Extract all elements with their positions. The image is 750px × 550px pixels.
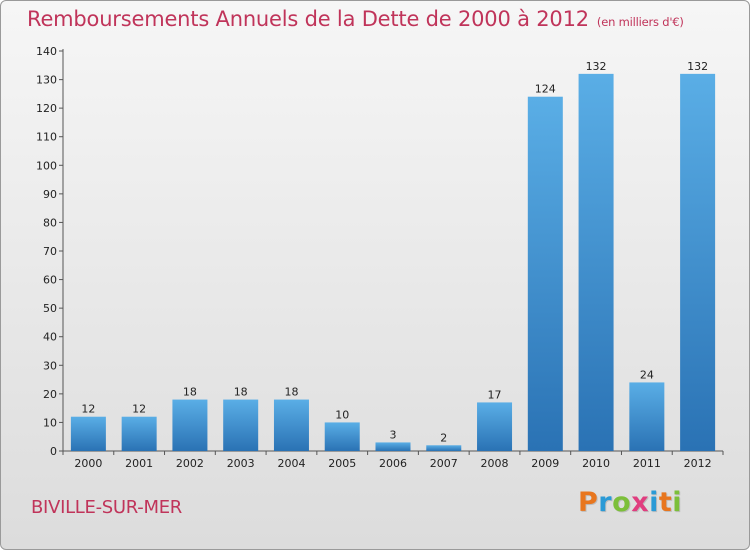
y-tick-label: 90 xyxy=(43,188,57,201)
data-label: 124 xyxy=(535,83,556,96)
bars xyxy=(70,73,716,451)
logo-letter: t xyxy=(658,487,673,518)
x-tick-label: 2007 xyxy=(430,457,458,470)
bar-2012 xyxy=(680,73,716,451)
bar-2007 xyxy=(426,445,462,451)
y-tick-label: 60 xyxy=(43,274,57,287)
x-tick-label: 2008 xyxy=(481,457,509,470)
logo-letter: o xyxy=(612,487,632,518)
y-axis: 0 10 20 30 40 50 60 70 80 90 100 110 120 130 140 xyxy=(36,45,64,458)
proxiti-logo: Proxiti xyxy=(578,487,682,518)
bar-2001 xyxy=(121,416,157,451)
x-tick-label: 2011 xyxy=(633,457,661,470)
x-tick-label: 2010 xyxy=(582,457,610,470)
x-tick-label: 2006 xyxy=(379,457,407,470)
logo-letter: P xyxy=(578,487,599,518)
y-tick-label: 0 xyxy=(50,445,57,458)
logo-letter: i xyxy=(672,487,683,518)
y-tick-label: 140 xyxy=(36,45,57,58)
y-tick-label: 100 xyxy=(36,159,57,172)
data-label: 18 xyxy=(284,386,298,399)
y-tick-label: 80 xyxy=(43,216,57,229)
data-label: 10 xyxy=(335,408,349,421)
x-tick-label: 2012 xyxy=(684,457,712,470)
data-label: 18 xyxy=(234,386,248,399)
chart-subtitle: (en milliers d'€) xyxy=(596,15,684,29)
logo-letter: i xyxy=(649,487,659,518)
x-tick-label: 2009 xyxy=(531,457,559,470)
bar-2000 xyxy=(70,416,106,451)
x-tick-label: 2000 xyxy=(74,457,102,470)
data-labels: 12 12 18 18 18 10 3 2 17 124 132 24 132 xyxy=(81,60,708,444)
y-tick-label: 110 xyxy=(36,131,57,144)
y-tick-label: 30 xyxy=(43,359,57,372)
logo-letter: x xyxy=(631,487,650,518)
data-label: 132 xyxy=(687,60,708,73)
x-tick-label: 2001 xyxy=(125,457,153,470)
x-tick-label: 2003 xyxy=(227,457,255,470)
x-axis: 2000 2001 2002 2003 2004 2005 2006 2007 2008 2009… xyxy=(62,450,724,470)
y-tick-label: 10 xyxy=(43,416,57,429)
logo-letter: r xyxy=(598,487,613,518)
bar-2004 xyxy=(273,399,309,451)
data-label: 17 xyxy=(488,388,502,401)
data-label: 24 xyxy=(640,368,654,381)
y-tick-label: 40 xyxy=(43,331,57,344)
x-tick-label: 2004 xyxy=(277,457,305,470)
data-label: 12 xyxy=(81,403,95,416)
bar-2009 xyxy=(527,96,563,451)
bar-2002 xyxy=(172,399,208,451)
data-label: 132 xyxy=(586,60,607,73)
bar-2005 xyxy=(324,422,360,451)
bar-2003 xyxy=(223,399,259,451)
chart-title: Remboursements Annuels de la Dette de 20… xyxy=(27,7,684,31)
bar-2010 xyxy=(578,73,614,451)
data-label: 3 xyxy=(390,428,397,441)
x-tick-label: 2002 xyxy=(176,457,204,470)
y-tick-label: 20 xyxy=(43,388,57,401)
chart-title-text: Remboursements Annuels de la Dette de 20… xyxy=(27,7,589,31)
commune-name: BIVILLE-SUR-MER xyxy=(31,497,182,518)
data-label: 12 xyxy=(132,403,146,416)
data-label: 2 xyxy=(440,431,447,444)
data-label: 18 xyxy=(183,386,197,399)
y-tick-label: 50 xyxy=(43,302,57,315)
bar-2006 xyxy=(375,442,411,451)
y-tick-label: 120 xyxy=(36,102,57,115)
x-tick-label: 2005 xyxy=(328,457,356,470)
y-tick-label: 130 xyxy=(36,74,57,87)
bar-2011 xyxy=(629,382,665,451)
y-tick-label: 70 xyxy=(43,245,57,258)
bar-2008 xyxy=(477,402,513,451)
